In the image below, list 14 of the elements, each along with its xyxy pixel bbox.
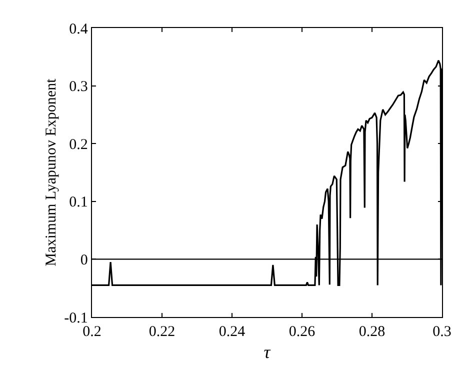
- y-tick-label: 0.4: [69, 21, 88, 38]
- y-tick-label: 0: [80, 252, 88, 268]
- x-tick-label: 0.24: [218, 324, 246, 340]
- x-tick-label: 0.2: [82, 324, 102, 340]
- x-axis-title: τ: [264, 342, 271, 362]
- y-axis-title: Maximum Lyapunov Exponent: [43, 78, 60, 266]
- x-tick-label: 0.22: [148, 324, 176, 340]
- y-tick-label: -0.1: [64, 310, 88, 326]
- y-tick-label: 0.1: [69, 194, 88, 211]
- x-tick-label: 0.26: [288, 324, 316, 340]
- y-tick-label: 0.3: [69, 79, 88, 96]
- x-tick-label: 0.3: [432, 324, 452, 340]
- y-tick-label: 0.2: [69, 136, 88, 153]
- x-tick-label: 0.28: [358, 324, 386, 340]
